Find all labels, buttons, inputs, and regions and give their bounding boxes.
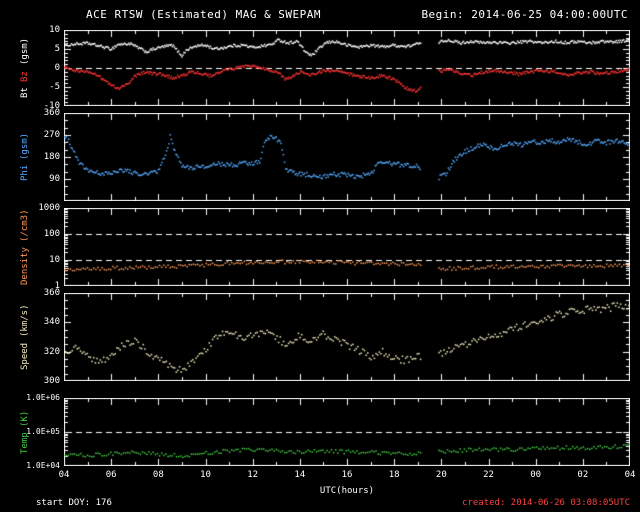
y-tick-label: 360 (43, 288, 60, 298)
speed-panel-canvas (64, 293, 630, 381)
start-doy-text: start DOY: 176 (36, 498, 112, 508)
x-tick-label: 00 (530, 470, 542, 480)
x-tick-label: 22 (483, 470, 494, 480)
y-tick-label: 0 (54, 63, 60, 73)
y-tick-label: 270 (43, 130, 60, 140)
axis-label-part: Bt (20, 81, 30, 98)
density-panel-canvas (64, 208, 630, 286)
y-tick-label: 10 (49, 25, 60, 35)
phi-axis-label: Phi (gsm) (18, 113, 32, 201)
speed-axis-label: Speed (km/s) (18, 293, 32, 381)
x-tick-label: 02 (577, 470, 589, 480)
y-tick-label: 1.0E+06 (26, 393, 60, 402)
x-tick-label: 14 (294, 470, 306, 480)
x-tick-label: 04 (624, 470, 636, 480)
x-tick-label: 20 (435, 470, 447, 480)
mag-axis-label: Bt Bz (gsm) (18, 30, 32, 106)
phi-panel-canvas (64, 113, 630, 201)
plot-title: ACE RTSW (Estimated) MAG & SWEPAM (86, 8, 322, 21)
y-tick-label: 1000 (38, 203, 60, 213)
begin-timestamp: Begin: 2014-06-25 04:00:00UTC (421, 8, 628, 21)
y-tick-label: -10 (43, 101, 60, 111)
x-tick-label: 10 (200, 470, 211, 480)
x-tick-label: 08 (152, 470, 164, 480)
y-tick-label: 1.0E+04 (26, 461, 60, 470)
y-tick-label: 10 (49, 255, 60, 265)
y-tick-label: 340 (43, 317, 60, 328)
y-tick-label: 1 (54, 281, 60, 291)
x-tick-label: 18 (388, 470, 400, 480)
density-axis-label: Density (/cm3) (18, 208, 32, 286)
axis-label-part: Temp (20, 426, 30, 454)
y-tick-label: 300 (43, 376, 60, 386)
y-tick-label: 360 (43, 108, 60, 118)
axis-label-part: (gsm) (20, 132, 30, 160)
axis-label-part: (km/s) (20, 304, 30, 337)
axis-label-part: (K) (20, 410, 30, 427)
y-tick-label: 1.0E+05 (26, 427, 60, 436)
temp-axis-label: Temp (K) (18, 398, 32, 466)
axis-label-part: (gsm) (20, 38, 30, 66)
x-tick-label: 12 (247, 470, 259, 480)
axis-label-part: Density (20, 241, 30, 285)
axis-label-part: Phi (20, 159, 30, 182)
y-tick-label: 5 (54, 44, 60, 54)
y-tick-label: 180 (43, 152, 60, 162)
y-tick-label: 320 (43, 346, 60, 357)
x-tick-label: 16 (341, 470, 353, 480)
axis-label-part: Speed (20, 337, 30, 370)
created-timestamp: created: 2014-06-26 03:08:05UTC (462, 498, 630, 508)
mag-panel-canvas (64, 30, 630, 106)
x-axis-label: UTC(hours) (319, 486, 375, 496)
y-tick-label: -5 (49, 82, 60, 92)
axis-label-part: Bz (20, 65, 30, 82)
y-tick-label: 100 (43, 229, 60, 239)
axis-label-part: (/cm3) (20, 209, 30, 242)
x-tick-label: 04 (58, 470, 70, 480)
y-tick-label: 90 (49, 174, 60, 184)
temp-panel-canvas (64, 398, 630, 466)
x-tick-label: 06 (105, 470, 117, 480)
